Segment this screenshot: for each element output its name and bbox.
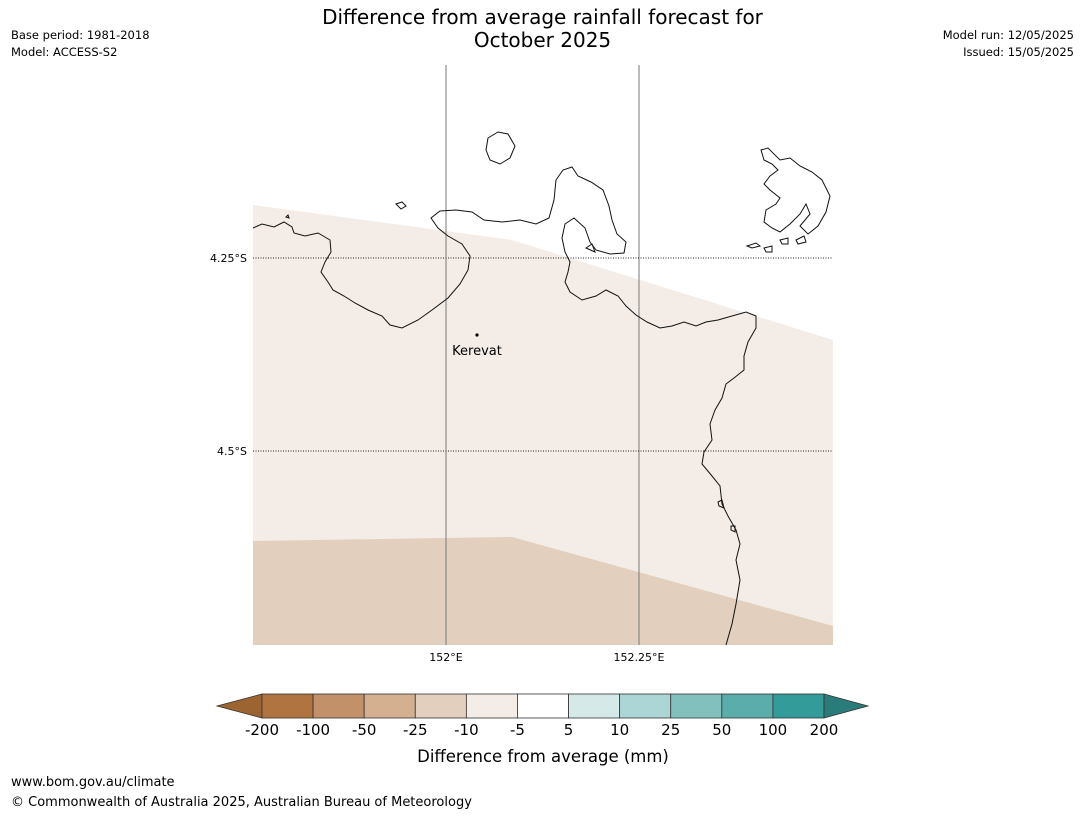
colorbar-tick-label: -25 xyxy=(403,721,428,739)
kerevat-marker xyxy=(475,333,479,337)
meta-right: Model run: 12/05/2025 Issued: 15/05/2025 xyxy=(943,27,1074,61)
colorbar-tick-label: -10 xyxy=(454,721,479,739)
colorbar-tick-label: -100 xyxy=(296,721,330,739)
colorbar-segment xyxy=(465,693,518,719)
colorbar-title: Difference from average (mm) xyxy=(417,747,669,766)
colorbar-segment xyxy=(721,693,774,719)
band-minus10-minus25 xyxy=(253,537,833,645)
colorbar-segment xyxy=(312,693,365,719)
kerevat-label: Kerevat xyxy=(452,344,502,359)
colorbar-tick-label: -200 xyxy=(245,721,279,739)
chart-title: Difference from average rainfall forecas… xyxy=(240,6,845,52)
colorbar-segment xyxy=(414,693,467,719)
colorbar-tick-label: 200 xyxy=(810,721,839,739)
colorbar-tick-label: 50 xyxy=(712,721,731,739)
base-period: Base period: 1981-2018 xyxy=(11,28,150,42)
lat-label-4-25: 4.25°S xyxy=(210,252,247,265)
footer-url[interactable]: www.bom.gov.au/climate xyxy=(11,775,175,790)
model-name: Model: ACCESS-S2 xyxy=(11,45,118,59)
colorbar-tick-label: 10 xyxy=(610,721,629,739)
colorbar-arrow-high xyxy=(823,693,870,719)
colorbar-segment xyxy=(772,693,825,719)
colorbar-segment xyxy=(568,693,621,719)
lat-label-4-5: 4.5°S xyxy=(217,445,247,458)
band-minus5-minus10 xyxy=(253,205,833,645)
lon-label-152: 152°E xyxy=(429,651,462,664)
colorbar-segment xyxy=(261,693,314,719)
lon-label-152-25: 152.25°E xyxy=(614,651,665,664)
colorbar-tick-label: -5 xyxy=(510,721,525,739)
issued-date: Issued: 15/05/2025 xyxy=(963,45,1074,59)
model-run: Model run: 12/05/2025 xyxy=(942,28,1074,42)
colorbar-arrow-low xyxy=(215,693,263,719)
title-line-2: October 2025 xyxy=(473,28,612,52)
colorbar-ticks: -200 -100 -50 -25 -10 -5 5 10 25 50 100 200 xyxy=(245,721,838,739)
colorbar-segment xyxy=(363,693,416,719)
footer-copyright: © Commonwealth of Australia 2025, Austra… xyxy=(11,795,472,810)
colorbar-segment xyxy=(670,693,723,719)
colorbar-tick-label: -50 xyxy=(352,721,377,739)
colorbar-tick-label: 100 xyxy=(759,721,788,739)
coastline xyxy=(252,131,831,646)
colorbar-segment xyxy=(619,693,672,719)
colorbar-tick-label: 5 xyxy=(564,721,574,739)
colorbar-tick-label: 25 xyxy=(661,721,680,739)
colorbar-segment xyxy=(517,693,569,719)
meta-left: Base period: 1981-2018 Model: ACCESS-S2 xyxy=(11,27,150,61)
colorbar xyxy=(215,693,870,719)
title-line-1: Difference from average rainfall forecas… xyxy=(322,5,763,29)
